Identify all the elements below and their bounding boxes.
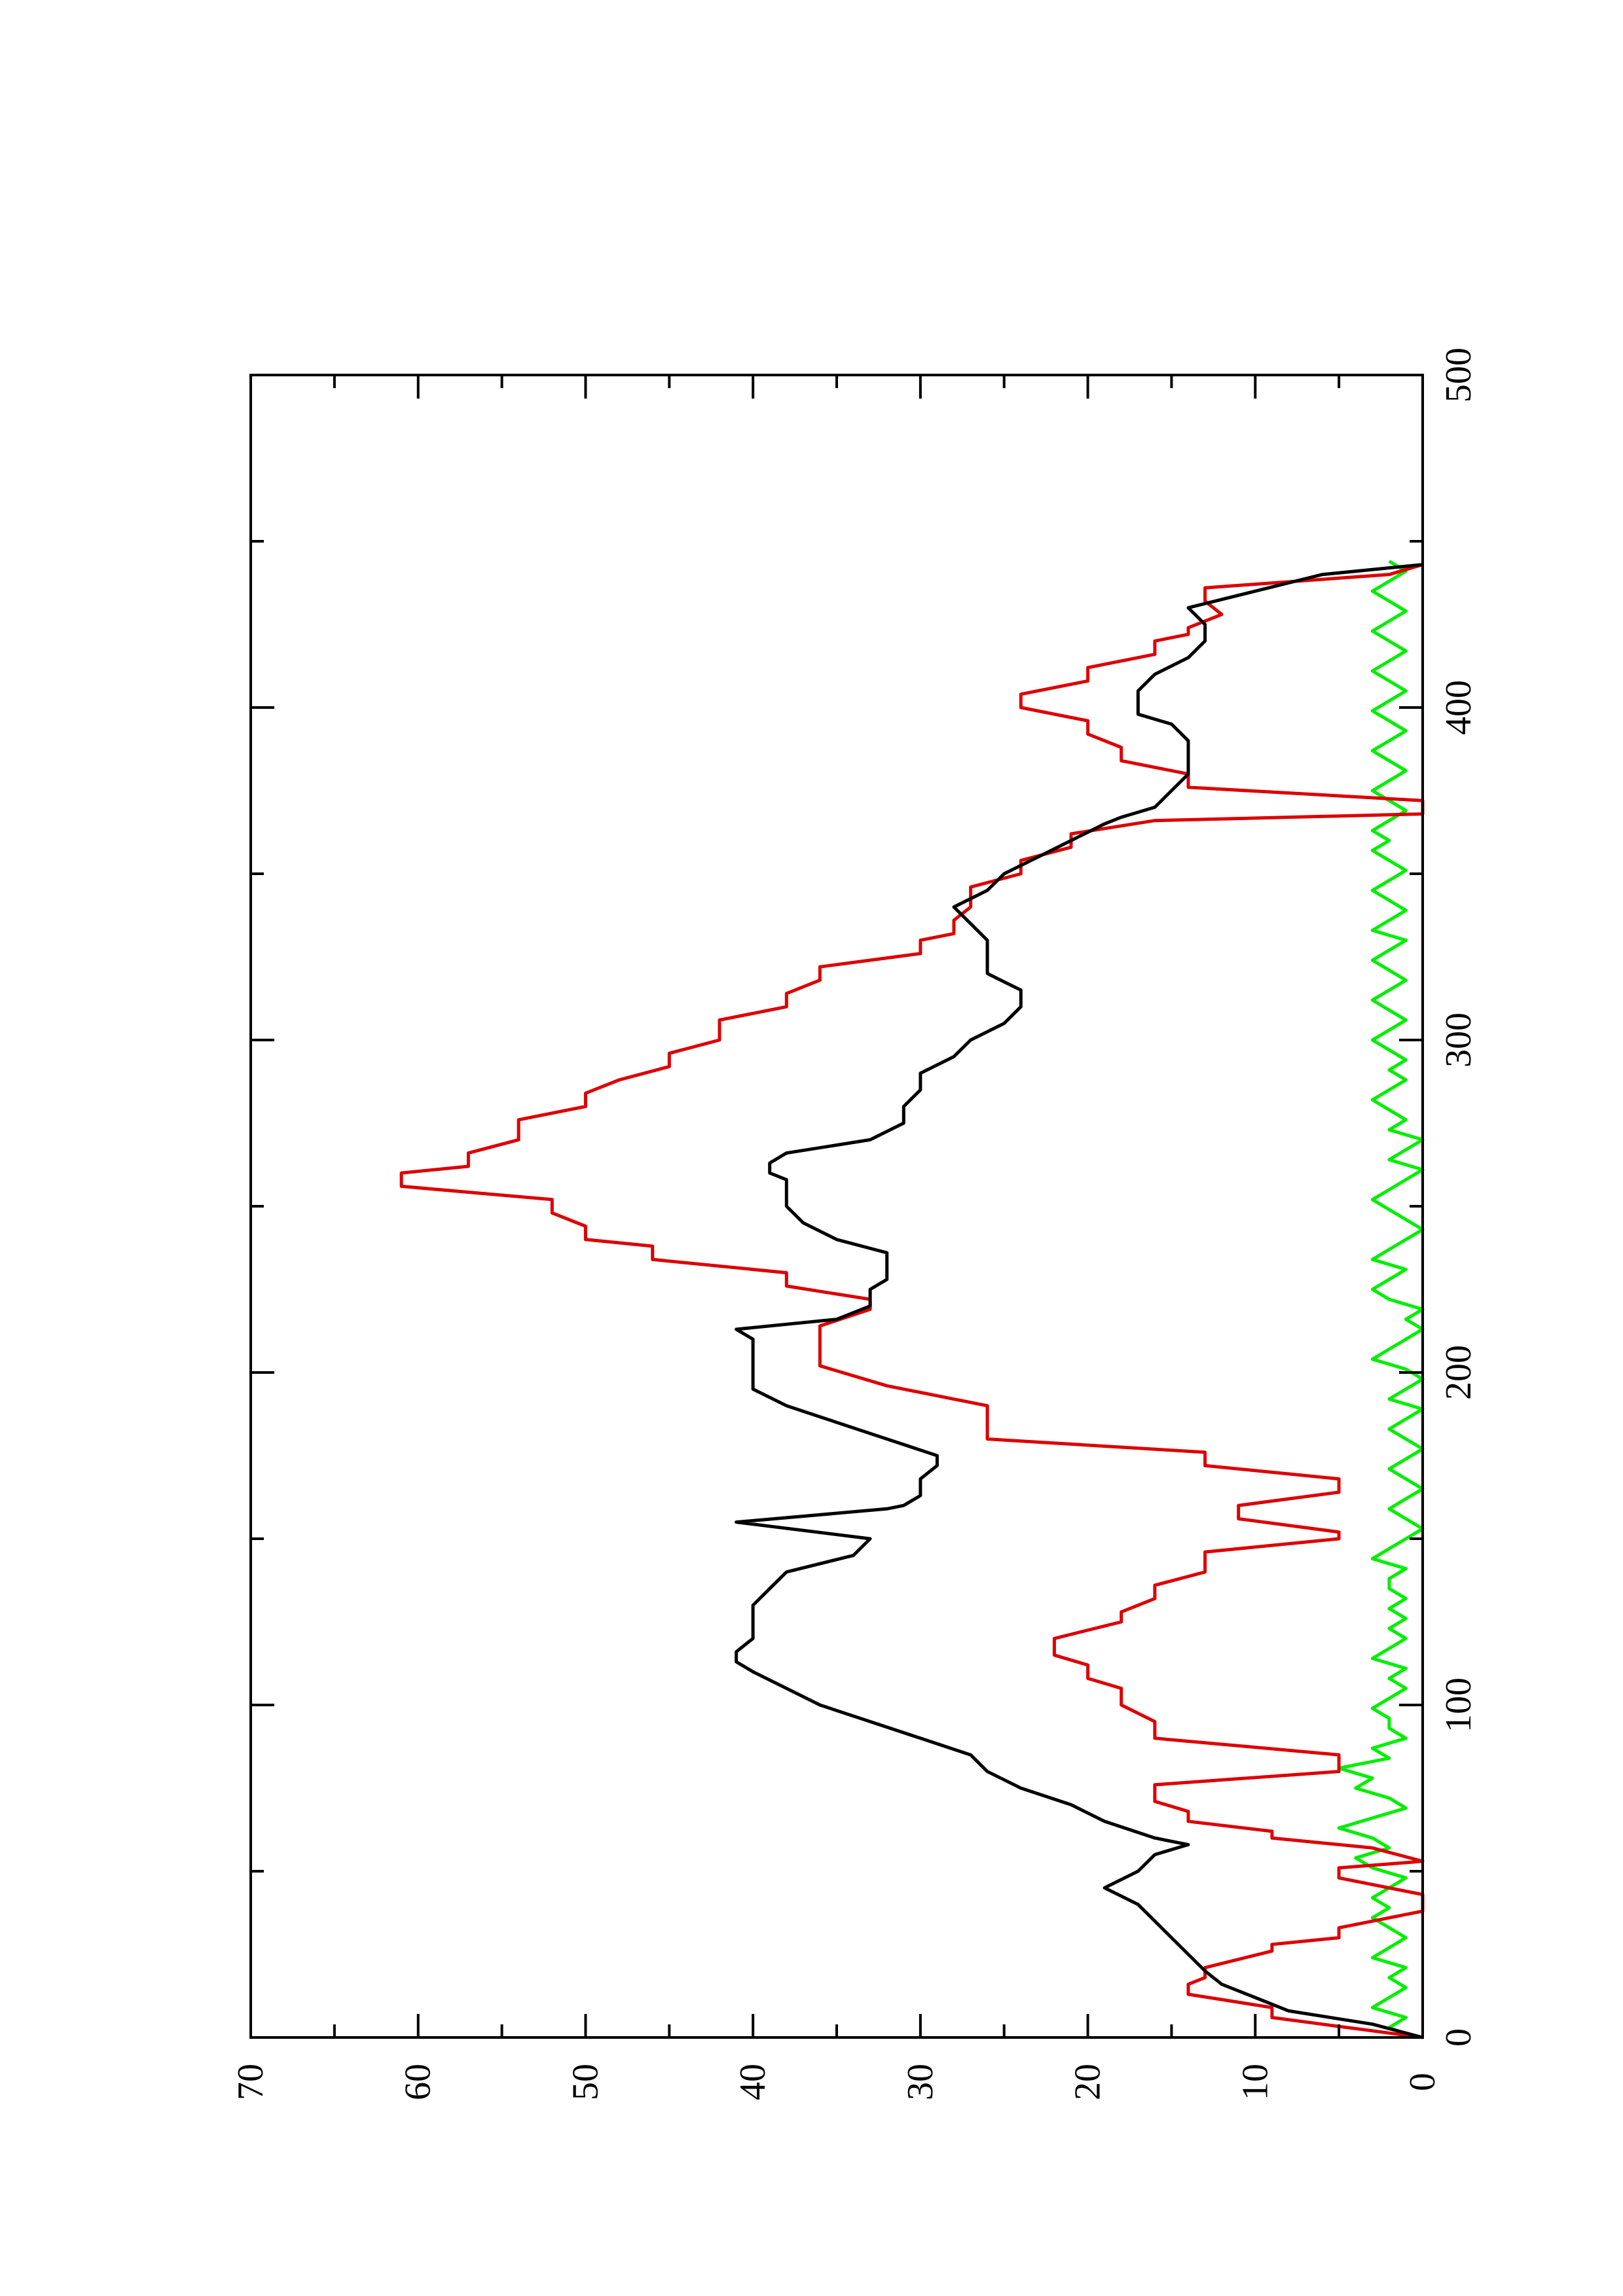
x-tick-label: 500: [1438, 348, 1479, 403]
series-layer: [399, 560, 1425, 2039]
x-tick-label: 300: [1438, 1013, 1479, 1067]
y-tick-label: 30: [900, 2064, 941, 2100]
label-layer: 0 100 200 300 400 500 0 10 20 30 40 50 60 70: [230, 348, 1479, 2100]
y-tick-label: 0: [1402, 2073, 1443, 2091]
y-tick-label: 70: [230, 2064, 271, 2100]
series-line-green: [1337, 560, 1425, 2039]
x-tick-label: 400: [1438, 680, 1479, 735]
y-tick-label: 20: [1068, 2064, 1108, 2100]
y-tick-label: 40: [733, 2064, 773, 2100]
y-tick-label: 60: [398, 2064, 439, 2100]
x-tick-label: 200: [1438, 1345, 1479, 1400]
plot-frame: [249, 374, 1424, 2039]
series-line-black: [735, 563, 1423, 2039]
x-tick-label: 0: [1438, 2028, 1479, 2047]
x-tick-label: 100: [1438, 1677, 1479, 1732]
y-tick-label: 50: [565, 2064, 606, 2100]
tick-layer: [249, 374, 1424, 2039]
series-line-red: [399, 563, 1425, 2039]
y-tick-label: 10: [1235, 2064, 1275, 2100]
